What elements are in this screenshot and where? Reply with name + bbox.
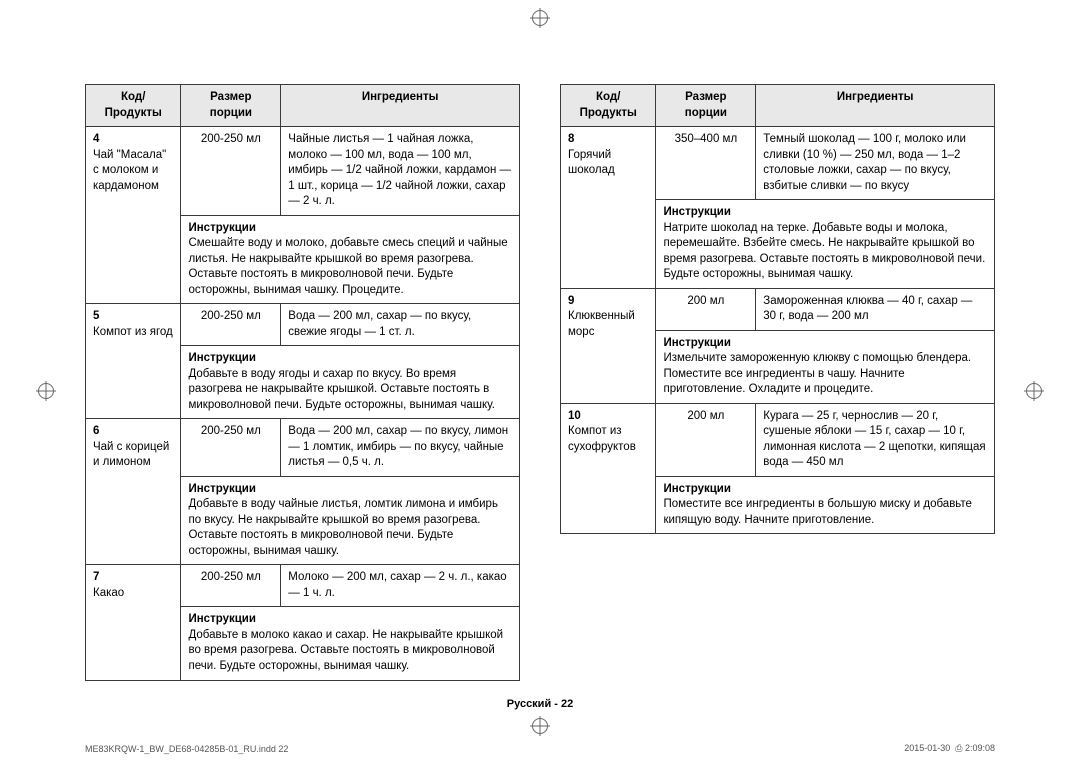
code-cell: 4Чай "Масала" с молоком и кардамоном bbox=[86, 127, 181, 304]
registration-mark-icon bbox=[532, 10, 548, 26]
ingredients-cell: Молоко — 200 мл, сахар — 2 ч. л., какао … bbox=[281, 565, 520, 607]
header-ingredients: Ингредиенты bbox=[281, 85, 520, 127]
registration-mark-icon bbox=[532, 718, 548, 734]
instructions-cell: ИнструкцииДобавьте в воду ягоды и сахар … bbox=[181, 346, 520, 419]
left-column: Код/ Продукты Размер порции Ингредиенты … bbox=[85, 84, 520, 681]
header-code: Код/ Продукты bbox=[561, 85, 656, 127]
table-row: 5Компот из ягод200-250 млВода — 200 мл, … bbox=[86, 304, 520, 346]
right-column: Код/ Продукты Размер порции Ингредиенты … bbox=[560, 84, 995, 681]
portion-cell: 200-250 мл bbox=[181, 565, 281, 607]
code-cell: 8Горячий шоколад bbox=[561, 127, 656, 289]
page-number: Русский - 22 bbox=[507, 698, 573, 710]
portion-cell: 200 мл bbox=[656, 288, 756, 330]
recipe-table-right: Код/ Продукты Размер порции Ингредиенты … bbox=[560, 84, 995, 534]
portion-cell: 200-250 мл bbox=[181, 304, 281, 346]
ingredients-cell: Курага — 25 г, чернослив — 20 г, сушеные… bbox=[756, 403, 995, 476]
ingredients-cell: Чайные листья — 1 чайная ложка, молоко —… bbox=[281, 127, 520, 216]
registration-mark-icon bbox=[1026, 383, 1042, 399]
code-cell: 9Клюквенный морс bbox=[561, 288, 656, 403]
ingredients-cell: Замороженная клюква — 40 г, сахар — 30 г… bbox=[756, 288, 995, 330]
table-row: 7Какао200-250 млМолоко — 200 мл, сахар —… bbox=[86, 565, 520, 607]
code-cell: 7Какао bbox=[86, 565, 181, 680]
ingredients-cell: Вода — 200 мл, сахар — по вкусу, свежие … bbox=[281, 304, 520, 346]
registration-mark-icon bbox=[38, 383, 54, 399]
header-ingredients: Ингредиенты bbox=[756, 85, 995, 127]
portion-cell: 350–400 мл bbox=[656, 127, 756, 200]
table-row: 10Компот из сухофруктов200 млКурага — 25… bbox=[561, 403, 995, 476]
table-row: 8Горячий шоколад350–400 млТемный шоколад… bbox=[561, 127, 995, 200]
page: Код/ Продукты Размер порции Ингредиенты … bbox=[0, 0, 1080, 782]
code-cell: 10Компот из сухофруктов bbox=[561, 403, 656, 534]
content-area: Код/ Продукты Размер порции Ингредиенты … bbox=[85, 84, 995, 681]
ingredients-cell: Вода — 200 мл, сахар — по вкусу, лимон —… bbox=[281, 419, 520, 477]
instructions-cell: ИнструкцииДобавьте в молоко какао и саха… bbox=[181, 607, 520, 680]
code-cell: 6Чай с корицей и лимоном bbox=[86, 419, 181, 565]
recipe-table-left: Код/ Продукты Размер порции Ингредиенты … bbox=[85, 84, 520, 681]
table-row: 9Клюквенный морс200 млЗамороженная клюкв… bbox=[561, 288, 995, 330]
instructions-cell: ИнструкцииИзмельчите замороженную клюкву… bbox=[656, 330, 995, 403]
instructions-cell: ИнструкцииСмешайте воду и молоко, добавь… bbox=[181, 215, 520, 304]
instructions-cell: ИнструкцииНатрите шоколад на терке. Доба… bbox=[656, 200, 995, 289]
header-portion: Размер порции bbox=[181, 85, 281, 127]
instructions-cell: ИнструкцииДобавьте в воду чайные листья,… bbox=[181, 476, 520, 565]
header-code: Код/ Продукты bbox=[86, 85, 181, 127]
portion-cell: 200-250 мл bbox=[181, 419, 281, 477]
portion-cell: 200-250 мл bbox=[181, 127, 281, 216]
code-cell: 5Компот из ягод bbox=[86, 304, 181, 419]
footer-timestamp: 2015-01-30 ⎙ 2:09:08 bbox=[904, 743, 995, 754]
portion-cell: 200 мл bbox=[656, 403, 756, 476]
ingredients-cell: Темный шоколад — 100 г, молоко или сливк… bbox=[756, 127, 995, 200]
instructions-cell: ИнструкцииПоместите все ингредиенты в бо… bbox=[656, 476, 995, 534]
footer-filename: ME83KRQW-1_BW_DE68-04285B-01_RU.indd 22 bbox=[85, 744, 288, 754]
header-portion: Размер порции bbox=[656, 85, 756, 127]
table-row: 6Чай с корицей и лимоном200-250 млВода —… bbox=[86, 419, 520, 477]
table-row: 4Чай "Масала" с молоком и кардамоном200-… bbox=[86, 127, 520, 216]
